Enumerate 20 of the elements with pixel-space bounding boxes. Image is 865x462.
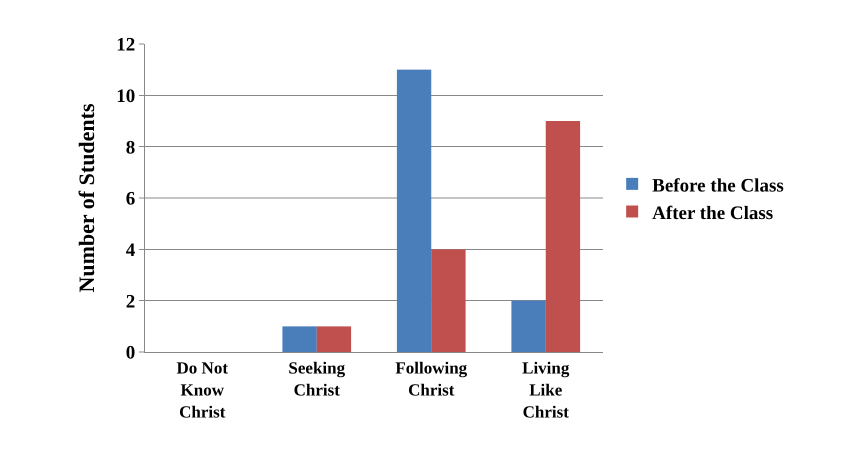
x-tick-label: Living Like Christ [522,358,570,422]
bar [282,326,317,352]
y-tick-label: 10 [116,86,136,107]
y-axis-title: Number of Students [74,103,99,293]
bar [396,70,432,352]
bar [431,249,466,352]
x-tick-label: Following Christ [395,358,468,400]
bar [546,121,580,352]
legend-label: After the Class [652,202,774,224]
bar [316,326,352,352]
y-tick-label: 2 [126,291,136,312]
x-tick-label: Do Not Know Christ [176,358,228,422]
x-tick-label: Seeking Christ [288,358,346,400]
bar [511,300,546,352]
y-tick-label: 4 [126,240,136,261]
y-tick-label: 12 [116,34,136,56]
y-tick-label: 6 [126,188,136,210]
legend-label: Before the Class [652,175,784,196]
y-tick-label: 0 [126,342,136,364]
y-tick-label: 8 [126,137,136,158]
